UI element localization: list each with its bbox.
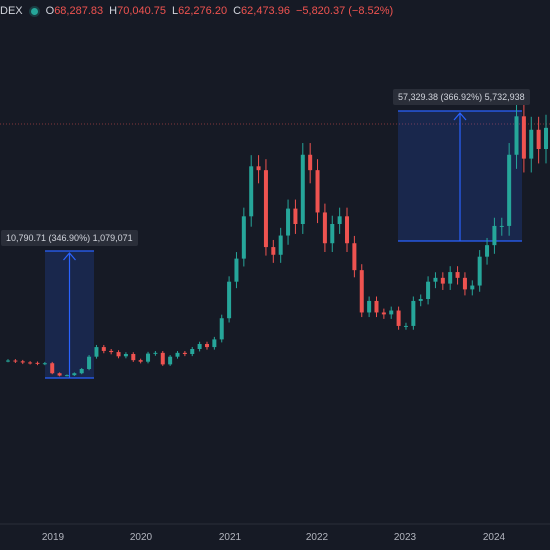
candle bbox=[293, 199, 298, 234]
candle bbox=[64, 374, 69, 377]
candle bbox=[249, 155, 254, 227]
candle bbox=[160, 351, 165, 366]
candle bbox=[367, 296, 372, 318]
candle bbox=[28, 361, 33, 365]
candle bbox=[234, 252, 239, 289]
x-axis-label: 2019 bbox=[41, 532, 65, 543]
candle bbox=[470, 280, 475, 296]
candle bbox=[79, 367, 84, 375]
ohlc-header: DEX O 68,287.83 H 70,040.75 L 62,276.20 C 62… bbox=[0, 0, 399, 22]
candle bbox=[315, 159, 320, 224]
candle bbox=[6, 359, 10, 363]
low-value: 62,276.20 bbox=[178, 5, 228, 17]
market-status-icon bbox=[30, 7, 38, 15]
candle bbox=[308, 143, 313, 184]
candle bbox=[72, 372, 77, 377]
measure-label-2: 57,329.38 (366.92%) 5,732,938 bbox=[393, 89, 530, 105]
candle bbox=[352, 235, 357, 278]
candle bbox=[123, 352, 128, 359]
candle bbox=[345, 207, 350, 252]
x-axis-label: 2022 bbox=[305, 532, 329, 543]
measure-label-1: 10,790.71 (346.90%) 1,079,071 bbox=[1, 230, 138, 246]
close-key: C bbox=[233, 5, 242, 17]
candle bbox=[499, 217, 504, 236]
candle bbox=[492, 217, 497, 254]
candle bbox=[116, 350, 121, 359]
candle bbox=[440, 272, 445, 290]
candle bbox=[131, 352, 136, 362]
candle bbox=[109, 349, 114, 355]
candle bbox=[359, 264, 364, 318]
candle bbox=[381, 308, 386, 319]
candle bbox=[389, 306, 394, 319]
arrow-up-icon bbox=[453, 112, 467, 121]
candle bbox=[411, 296, 416, 330]
candle bbox=[20, 359, 25, 365]
change-value: −5,820.37 (−8.52%) bbox=[295, 5, 394, 17]
measure-range-1[interactable] bbox=[45, 250, 94, 379]
low-key: L bbox=[172, 5, 179, 17]
candle bbox=[286, 199, 291, 245]
candle bbox=[330, 215, 335, 252]
candle bbox=[536, 116, 541, 164]
candle bbox=[507, 143, 512, 236]
measure-range-2[interactable] bbox=[398, 110, 522, 242]
candle bbox=[544, 114, 548, 164]
candle bbox=[168, 355, 173, 366]
candle bbox=[374, 296, 379, 318]
candle bbox=[300, 143, 305, 234]
candle bbox=[87, 355, 92, 371]
candle bbox=[477, 250, 482, 292]
candle bbox=[219, 314, 224, 343]
x-axis-label: 2021 bbox=[218, 532, 242, 543]
candle bbox=[13, 359, 18, 363]
candle bbox=[212, 336, 217, 350]
candle bbox=[146, 351, 151, 364]
candle bbox=[94, 344, 99, 359]
candle bbox=[227, 276, 232, 323]
candle bbox=[521, 102, 526, 173]
x-axis-label: 2024 bbox=[482, 532, 506, 543]
x-axis-label: 2020 bbox=[129, 532, 153, 543]
high-key: H bbox=[109, 5, 118, 17]
candle bbox=[197, 341, 202, 352]
candle bbox=[182, 351, 187, 357]
candle bbox=[322, 203, 327, 252]
candle bbox=[271, 239, 276, 263]
candle bbox=[448, 266, 453, 290]
close-value: 62,473.96 bbox=[241, 5, 290, 17]
high-value: 70,040.75 bbox=[117, 5, 167, 17]
candle bbox=[175, 351, 180, 359]
arrow-up-icon bbox=[63, 252, 76, 261]
candle bbox=[426, 276, 431, 305]
candle bbox=[204, 341, 209, 350]
candle bbox=[418, 294, 423, 307]
candle bbox=[433, 272, 438, 289]
candle bbox=[50, 361, 55, 375]
candle bbox=[529, 116, 534, 173]
candle bbox=[337, 207, 342, 234]
candle bbox=[35, 361, 40, 366]
candle bbox=[485, 237, 490, 265]
candle bbox=[42, 361, 47, 366]
symbol-label[interactable]: DEX bbox=[0, 5, 23, 17]
candle bbox=[514, 102, 519, 169]
candle bbox=[403, 322, 408, 330]
x-axis-label: 2023 bbox=[393, 532, 417, 543]
open-value: 68,287.83 bbox=[54, 5, 104, 17]
candle bbox=[190, 346, 195, 357]
candle bbox=[278, 227, 283, 263]
candle bbox=[256, 155, 261, 184]
candle bbox=[462, 272, 467, 296]
candle bbox=[153, 351, 158, 356]
candle bbox=[396, 306, 401, 330]
candle bbox=[241, 207, 246, 267]
candle bbox=[263, 159, 268, 256]
open-key: O bbox=[45, 5, 55, 17]
candle bbox=[138, 358, 143, 364]
candle bbox=[455, 266, 460, 285]
candle bbox=[57, 372, 62, 377]
candle bbox=[101, 344, 106, 354]
